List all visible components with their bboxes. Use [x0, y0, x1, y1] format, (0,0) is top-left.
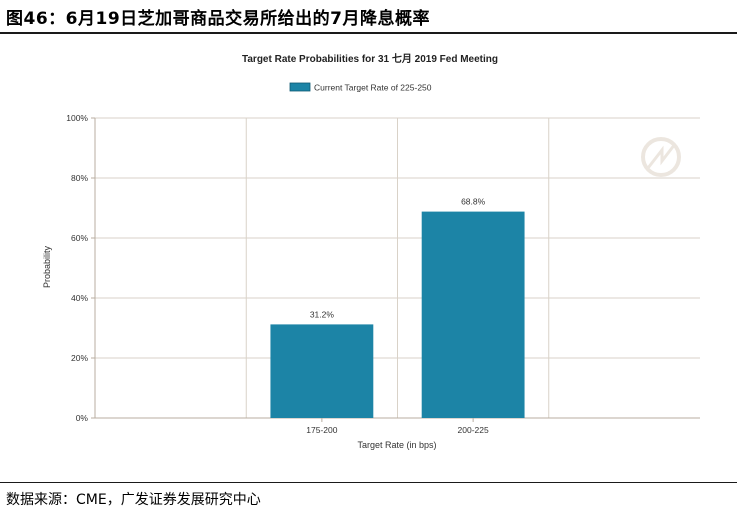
probability-bar-chart: Target Rate Probabilities for 31 七月 2019… — [42, 52, 700, 450]
y-axis-label: Probability — [42, 245, 52, 288]
y-tick-label: 0% — [76, 413, 89, 423]
watermark-logo — [641, 137, 681, 177]
y-tick-label: 20% — [71, 353, 88, 363]
legend-swatch — [289, 82, 311, 92]
figure-title: 图46：6月19日芝加哥商品交易所给出的7月降息概率 — [6, 9, 430, 29]
x-tick-label: 175-200 — [306, 425, 337, 435]
top-divider — [0, 32, 737, 34]
y-tick-label: 80% — [71, 173, 88, 183]
x-axis-label: Target Rate (in bps) — [357, 440, 436, 450]
x-tick-label: 200-225 — [458, 425, 489, 435]
chart-title: Target Rate Probabilities for 31 七月 2019… — [242, 52, 498, 65]
grid — [95, 117, 700, 419]
bar-value-label: 68.8% — [461, 197, 486, 207]
y-tick-label: 100% — [66, 113, 88, 123]
bar-200-225 — [421, 211, 525, 418]
bar-value-label: 31.2% — [310, 309, 335, 319]
bar-175-200 — [270, 324, 374, 418]
axes: 0% 20% 40% 60% 80% 100% 175-200 200-225 — [66, 113, 700, 435]
legend: Current Target Rate of 225-250 — [289, 82, 432, 93]
y-tick-label: 60% — [71, 233, 88, 243]
source-note: 数据来源：CME，广发证券发展研究中心 — [6, 492, 261, 508]
bottom-divider — [0, 482, 737, 483]
legend-label: Current Target Rate of 225-250 — [314, 83, 432, 93]
bars: 31.2% 68.8% — [270, 197, 525, 418]
y-tick-label: 40% — [71, 293, 88, 303]
